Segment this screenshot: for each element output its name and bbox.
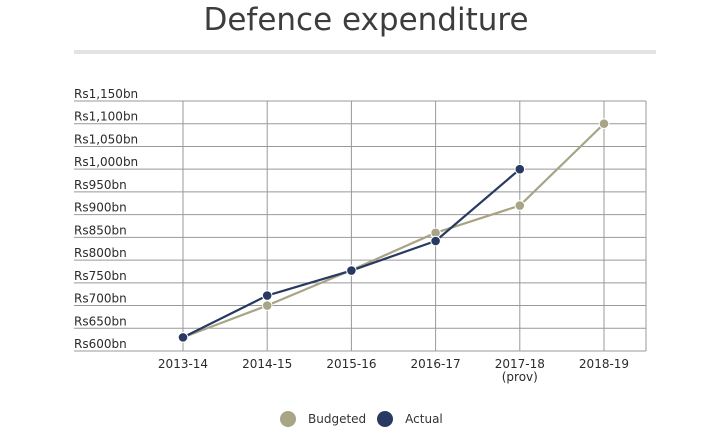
y-tick-label: Rs600bn xyxy=(74,337,127,351)
y-tick-label: Rs700bn xyxy=(74,292,127,306)
legend-label-actual: Actual xyxy=(405,412,443,426)
x-tick-label: 2017-18 xyxy=(495,357,545,371)
x-tick-label: 2018-19 xyxy=(579,357,629,371)
legend: Budgeted Actual xyxy=(280,409,454,429)
data-point-actual xyxy=(430,235,441,247)
data-point-budgeted xyxy=(261,300,273,311)
x-tick-label: 2015-16 xyxy=(326,357,376,371)
y-tick-label: Rs650bn xyxy=(74,314,127,328)
x-tick-label: 2013-14 xyxy=(158,357,208,371)
x-tick-label: 2014-15 xyxy=(242,357,292,371)
legend-item-actual[interactable]: Actual xyxy=(377,411,443,427)
data-point-actual xyxy=(261,290,273,301)
y-tick-label: Rs1,050bn xyxy=(74,132,138,146)
data-point-actual xyxy=(177,332,189,343)
legend-label-budgeted: Budgeted xyxy=(308,412,367,426)
y-tick-label: Rs850bn xyxy=(74,223,127,237)
data-point-budgeted xyxy=(514,200,526,211)
series-line-budgeted xyxy=(182,122,605,339)
y-tick-label: Rs800bn xyxy=(74,246,127,260)
data-point-budgeted xyxy=(598,118,610,130)
legend-swatch-actual xyxy=(377,411,394,427)
chart-title: Defence expenditure xyxy=(203,2,529,38)
y-tick-label: Rs950bn xyxy=(74,178,127,192)
legend-item-budgeted[interactable]: Budgeted xyxy=(280,411,366,427)
y-tick-label: Rs1,150bn xyxy=(74,87,138,101)
title-underline xyxy=(74,50,656,54)
y-tick-label: Rs1,100bn xyxy=(74,110,138,124)
y-tick-label: Rs900bn xyxy=(74,201,127,215)
data-point-actual xyxy=(514,163,526,175)
x-tick-label: (prov) xyxy=(502,370,538,384)
legend-swatch-budgeted xyxy=(280,411,296,427)
data-point-actual xyxy=(346,265,357,276)
x-tick-label: 2016-17 xyxy=(411,357,461,371)
y-tick-label: Rs1,000bn xyxy=(74,155,138,169)
y-tick-label: Rs750bn xyxy=(74,269,127,283)
